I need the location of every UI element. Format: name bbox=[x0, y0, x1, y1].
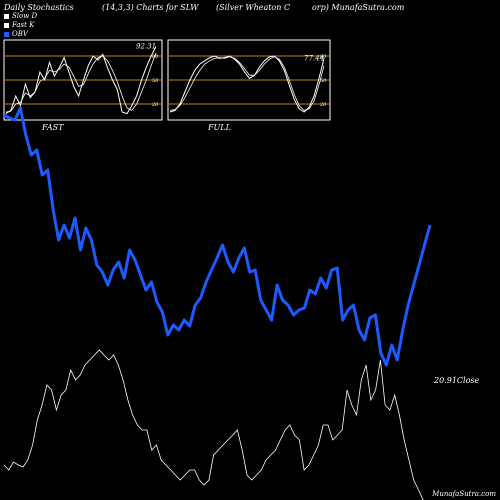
full-full-k-line bbox=[169, 55, 325, 113]
legend-label-slow-d: Slow D bbox=[12, 12, 38, 20]
header-left: Daily Stochastics bbox=[4, 3, 74, 12]
header-site: orp) MunafaSutra.com bbox=[312, 3, 405, 12]
legend-swatch-obv bbox=[4, 32, 9, 37]
header-company: (Silver Wheaton C bbox=[216, 3, 291, 12]
legend-item-obv: OBV bbox=[4, 30, 37, 39]
footer-site: MunafaSutra.com bbox=[432, 490, 496, 498]
full-level-label-0: 80 bbox=[320, 54, 327, 60]
legend: Slow D Fast K OBV bbox=[4, 12, 37, 39]
obv-line bbox=[3, 106, 432, 367]
fast-fast-k-line bbox=[5, 46, 157, 115]
close-label: 20.91Close bbox=[433, 376, 480, 385]
fast-panel-label: FAST bbox=[41, 123, 64, 132]
fast-level-label-1: 50 bbox=[152, 78, 159, 84]
fast-level-label-2: 20 bbox=[151, 102, 159, 108]
legend-swatch-fast-k bbox=[4, 23, 9, 28]
fast-slow-d-line bbox=[5, 52, 157, 113]
header-params: (14,3,3) Charts for SLW bbox=[102, 3, 199, 12]
full-panel-label: FULL bbox=[207, 123, 231, 132]
legend-item-slow-d: Slow D bbox=[4, 12, 37, 21]
fast-last-value-label: 92.31 bbox=[136, 42, 156, 50]
full-level-label-2: 20 bbox=[319, 102, 327, 108]
legend-item-fast-k: Fast K bbox=[4, 21, 37, 30]
full-last-value-label: 77.44 bbox=[304, 54, 324, 62]
price-line bbox=[3, 349, 424, 500]
legend-label-fast-k: Fast K bbox=[12, 21, 35, 29]
full-level-label-1: 50 bbox=[320, 78, 327, 84]
fast-level-label-0: 80 bbox=[152, 54, 159, 60]
legend-swatch-slow-d bbox=[4, 14, 9, 19]
legend-label-obv: OBV bbox=[12, 30, 28, 38]
full-full-d-line bbox=[169, 56, 325, 111]
